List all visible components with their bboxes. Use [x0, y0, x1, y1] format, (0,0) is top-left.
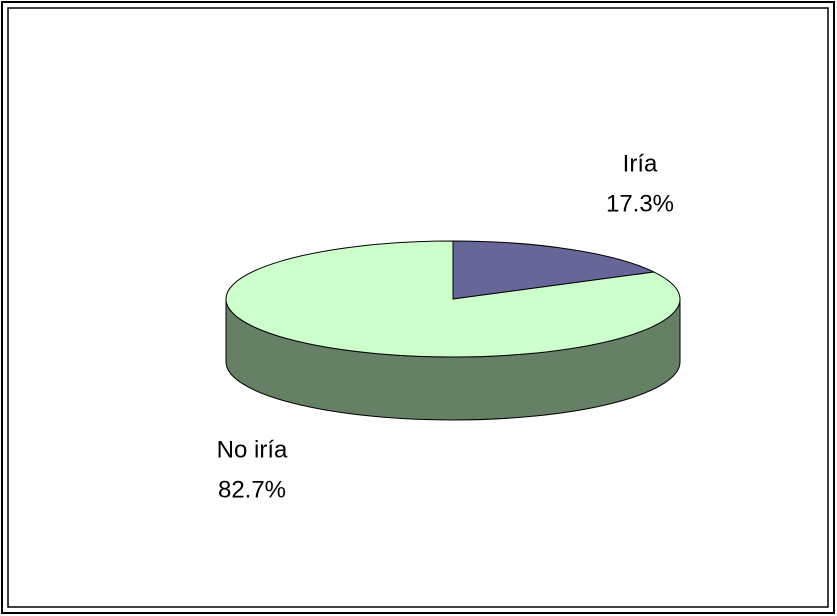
- slice-label: No iría: [217, 436, 288, 463]
- slice: [452, 240, 656, 300]
- slice-value-label: 82.7%: [218, 476, 286, 503]
- slice: [225, 240, 681, 358]
- slice-label: Iría: [623, 150, 658, 177]
- inner-frame: [7, 7, 829, 608]
- slice-value-label: 17.3%: [606, 190, 674, 217]
